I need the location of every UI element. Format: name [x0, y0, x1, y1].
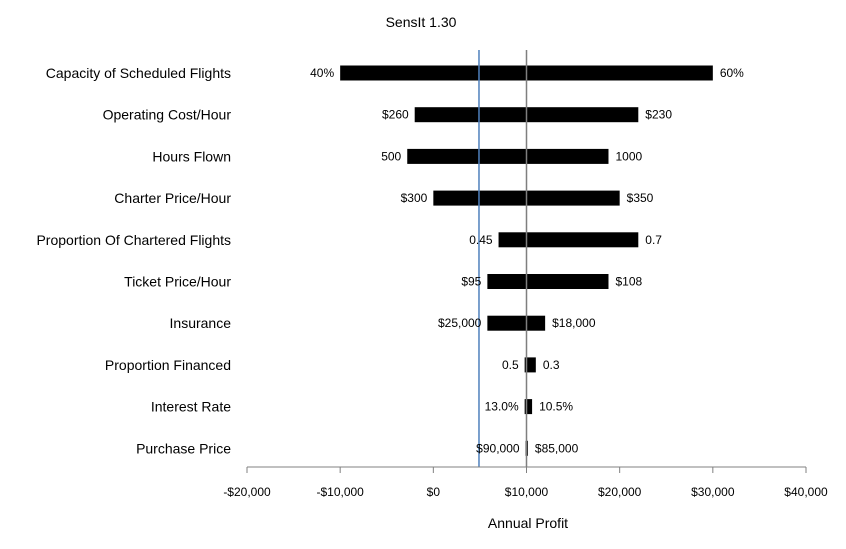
high-value-label: 60%	[720, 66, 744, 80]
high-value-label: $230	[645, 108, 672, 122]
high-value-label: 1000	[615, 149, 642, 163]
value-labels: 40% 60% $260 $230 500 1000 $300 $350 0.45 0.7 $95 $…	[310, 66, 744, 455]
chart-title: SensIt 1.30	[386, 14, 457, 30]
high-value-label: $18,000	[552, 316, 596, 330]
category-label: Ticket Price/Hour	[124, 274, 231, 290]
reference-lines	[478, 50, 528, 467]
low-value-label: $260	[382, 108, 409, 122]
x-tick-label: $0	[427, 485, 441, 499]
low-value-label: $300	[401, 191, 428, 205]
high-value-label: $108	[615, 275, 642, 289]
category-label: Proportion Financed	[105, 357, 231, 373]
low-value-label: 13.0%	[485, 400, 519, 414]
category-label: Capacity of Scheduled Flights	[46, 65, 231, 81]
x-tick-label: $40,000	[784, 485, 828, 499]
bar	[487, 315, 546, 331]
category-label: Charter Price/Hour	[114, 190, 231, 206]
x-tick-label: $20,000	[598, 485, 642, 499]
category-label: Operating Cost/Hour	[103, 107, 232, 123]
category-label: Proportion Of Chartered Flights	[36, 232, 231, 248]
bar	[524, 399, 533, 415]
x-tick-label: $10,000	[505, 485, 549, 499]
low-value-label: 500	[381, 149, 401, 163]
high-value-label: 0.7	[645, 233, 662, 247]
x-tick-label: -$10,000	[316, 485, 364, 499]
low-value-label: 0.45	[469, 233, 493, 247]
low-value-label: 0.5	[502, 358, 519, 372]
bar	[498, 232, 639, 248]
low-value-label: $25,000	[438, 316, 482, 330]
category-label: Hours Flown	[152, 148, 231, 164]
high-value-label: 0.3	[543, 358, 560, 372]
bar	[407, 148, 609, 164]
low-value-label: $95	[461, 275, 481, 289]
x-tick-label: $30,000	[691, 485, 735, 499]
x-tick-label: -$20,000	[223, 485, 271, 499]
low-value-label: $90,000	[476, 441, 520, 455]
category-label: Insurance	[170, 315, 232, 331]
x-axis: -$20,000 -$10,000 $0 $10,000 $20,000 $30,000 $…	[223, 466, 828, 499]
x-axis-label: Annual Profit	[488, 515, 568, 531]
category-label: Purchase Price	[136, 440, 231, 456]
high-value-label: 10.5%	[539, 400, 573, 414]
category-labels: Capacity of Scheduled Flights Operating C…	[36, 65, 231, 456]
low-value-label: 40%	[310, 66, 334, 80]
high-value-label: $350	[627, 191, 654, 205]
bar	[524, 357, 536, 373]
bar	[487, 274, 609, 289]
high-value-label: $85,000	[535, 441, 579, 455]
category-label: Interest Rate	[151, 399, 231, 415]
